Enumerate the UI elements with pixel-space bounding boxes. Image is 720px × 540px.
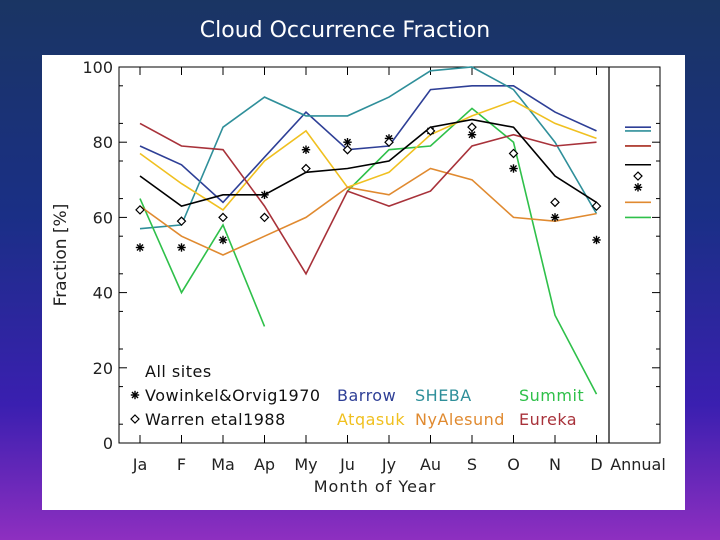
warren-marker xyxy=(591,201,602,211)
x-tick-label: Ap xyxy=(254,455,275,474)
plot-axes xyxy=(118,66,661,444)
markers-layer xyxy=(135,122,602,252)
vowinkel-orvig-marker xyxy=(592,235,601,245)
vowinkel-orvig-marker xyxy=(260,190,269,200)
axis-labels: 0 20 40 60 80 100 Ja F Ma Ap My Ju Jy Au S O N D Annual Mon… xyxy=(51,58,666,496)
x-tick-label: D xyxy=(590,455,602,474)
warren-marker xyxy=(508,148,519,159)
y-axis-title: Fraction [%] xyxy=(51,204,71,307)
vowinkel-orvig-marker xyxy=(550,213,560,222)
warren-marker xyxy=(301,163,311,174)
warren-marker xyxy=(176,216,187,227)
legend-all-sites: All sites xyxy=(145,362,212,381)
y-tick-label: 40 xyxy=(93,284,113,303)
vowinkel-orvig-marker xyxy=(177,243,186,252)
x-tick-label: N xyxy=(549,455,561,474)
annual-vowinkel-marker xyxy=(633,183,643,192)
legend-vowinkel-icon xyxy=(130,390,140,400)
series-line-atqasuk xyxy=(139,99,597,211)
warren-marker xyxy=(467,122,477,133)
warren-marker xyxy=(218,212,228,223)
legend: All sites Vowinkel&Orvig1970 Warren etal19… xyxy=(130,362,584,429)
warren-marker xyxy=(425,126,436,136)
vowinkel-orvig-marker xyxy=(509,164,518,173)
legend-nyalesund: NyAlesund xyxy=(415,410,505,429)
x-tick-label: Au xyxy=(420,455,441,474)
legend-barrow: Barrow xyxy=(337,386,396,405)
x-tick-label: My xyxy=(294,455,317,474)
series-line-sheba xyxy=(139,66,598,230)
x-tick-label: F xyxy=(177,455,186,474)
x-tick-label: S xyxy=(467,455,477,474)
series-line-nyalesund xyxy=(139,167,597,256)
warren-marker xyxy=(342,144,353,155)
annual-layer xyxy=(625,126,651,219)
legend-atqasuk: Atqasuk xyxy=(337,410,405,429)
x-axis-title: Month of Year xyxy=(314,477,437,496)
legend-eureka: Eureka xyxy=(519,410,577,429)
vowinkel-orvig-marker xyxy=(301,145,311,154)
x-tick-label: Ma xyxy=(211,455,235,474)
warren-marker xyxy=(550,197,560,208)
y-tick-label: 80 xyxy=(93,133,113,152)
series-layer xyxy=(139,66,598,395)
legend-vowinkel: Vowinkel&Orvig1970 xyxy=(145,386,321,405)
chart-panel: All sites Vowinkel&Orvig1970 Warren etal19… xyxy=(42,55,685,510)
legend-summit: Summit xyxy=(519,386,584,405)
annual-warren-marker xyxy=(633,171,643,181)
vowinkel-orvig-marker xyxy=(218,235,228,245)
cloud-fraction-chart: All sites Vowinkel&Orvig1970 Warren etal19… xyxy=(51,58,666,496)
slide-title: Cloud Occurrence Fraction xyxy=(199,18,491,43)
warren-marker xyxy=(135,205,145,215)
legend-warren-icon xyxy=(130,414,140,424)
y-tick-label: 60 xyxy=(93,208,113,227)
warren-marker xyxy=(384,137,394,148)
y-tick-label: 20 xyxy=(93,359,113,378)
x-tick-label: O xyxy=(507,455,520,474)
y-tick-label: 0 xyxy=(103,434,113,453)
legend-sheba: SHEBA xyxy=(415,386,472,405)
series-line-eureka xyxy=(139,122,597,276)
vowinkel-orvig-marker xyxy=(135,243,145,252)
x-tick-label: Ju xyxy=(339,455,355,474)
x-tick-label: Jy xyxy=(381,455,396,474)
y-tick-label: 100 xyxy=(82,58,113,77)
series-line-summit xyxy=(139,107,598,395)
legend-warren: Warren etal1988 xyxy=(145,410,286,429)
x-tick-label-annual: Annual xyxy=(610,455,666,474)
x-tick-label: Ja xyxy=(132,455,148,474)
series-line-all-sites xyxy=(139,118,597,207)
warren-marker xyxy=(259,212,270,223)
